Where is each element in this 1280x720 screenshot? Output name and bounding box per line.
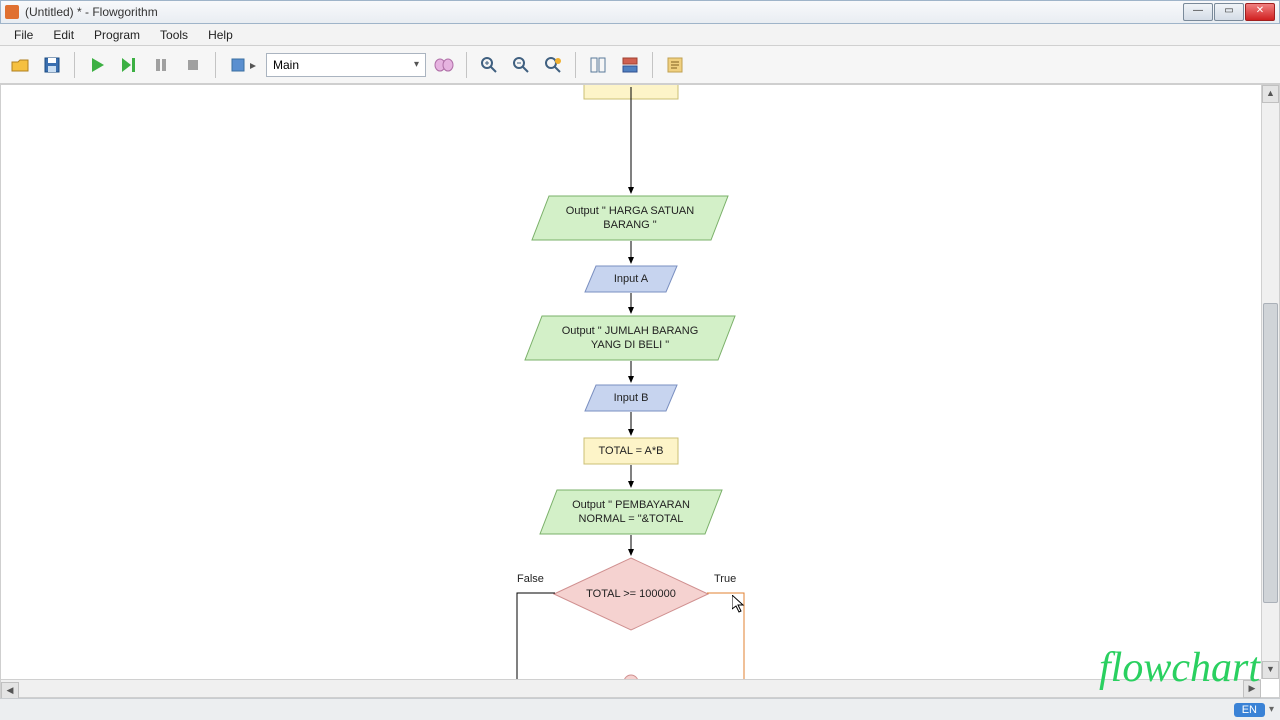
menu-edit[interactable]: Edit	[43, 26, 84, 44]
source-code-button[interactable]	[661, 51, 689, 79]
scroll-right-button[interactable]: ▶	[1243, 680, 1261, 698]
zoom-in-button[interactable]	[475, 51, 503, 79]
pause-button[interactable]	[147, 51, 175, 79]
window-title: (Untitled) * - Flowgorithm	[25, 5, 1183, 19]
mouse-cursor	[732, 595, 746, 613]
step-button[interactable]	[115, 51, 143, 79]
minimize-button[interactable]: —	[1183, 3, 1213, 21]
vscroll-track[interactable]	[1262, 103, 1279, 661]
flow-output-pembayaran[interactable]: Output " PEMBAYARAN NORMAL = "&TOTAL	[539, 489, 723, 535]
maximize-button[interactable]: ▭	[1214, 3, 1244, 21]
branch-label-true: True	[714, 573, 736, 585]
stop-button[interactable]	[179, 51, 207, 79]
app-icon	[5, 5, 19, 19]
flow-input-b[interactable]: Input B	[584, 384, 678, 412]
language-indicator[interactable]: EN	[1234, 703, 1265, 717]
speed-button[interactable]	[224, 51, 262, 79]
layout-button-2[interactable]	[616, 51, 644, 79]
vscroll-thumb[interactable]	[1263, 303, 1278, 603]
window-buttons: — ▭ ✕	[1183, 3, 1275, 21]
flow-decision-total[interactable]: TOTAL >= 100000	[553, 557, 709, 631]
function-selected-label: Main	[273, 58, 299, 72]
scroll-down-button[interactable]: ▼	[1262, 661, 1279, 679]
menu-file[interactable]: File	[4, 26, 43, 44]
run-button[interactable]	[83, 51, 111, 79]
flowchart-canvas[interactable]: Output " HARGA SATUAN BARANG " Input A O…	[1, 85, 1261, 679]
titlebar: (Untitled) * - Flowgorithm — ▭ ✕	[0, 0, 1280, 24]
scroll-up-button[interactable]: ▲	[1262, 85, 1279, 103]
menu-tools[interactable]: Tools	[150, 26, 198, 44]
flow-output-harga[interactable]: Output " HARGA SATUAN BARANG "	[531, 195, 729, 241]
toolbar: Main	[0, 46, 1280, 84]
statusbar: EN ▾	[0, 698, 1280, 720]
flow-output-jumlah[interactable]: Output " JUMLAH BARANG YANG DI BELI "	[524, 315, 736, 361]
add-function-button[interactable]	[430, 51, 458, 79]
menu-help[interactable]: Help	[198, 26, 243, 44]
menu-program[interactable]: Program	[84, 26, 150, 44]
language-dropdown-icon[interactable]: ▾	[1269, 704, 1274, 715]
zoom-out-button[interactable]	[507, 51, 535, 79]
menubar: File Edit Program Tools Help	[0, 24, 1280, 46]
zoom-fit-button[interactable]	[539, 51, 567, 79]
horizontal-scrollbar[interactable]: ◀ ▶	[1, 679, 1261, 697]
workspace: Output " HARGA SATUAN BARANG " Input A O…	[0, 84, 1280, 698]
vertical-scrollbar[interactable]: ▲ ▼	[1261, 85, 1279, 679]
open-button[interactable]	[6, 51, 34, 79]
branch-label-false: False	[517, 573, 544, 585]
flow-assign-total[interactable]: TOTAL = A*B	[583, 437, 679, 465]
flow-input-a[interactable]: Input A	[584, 265, 678, 293]
save-button[interactable]	[38, 51, 66, 79]
layout-button-1[interactable]	[584, 51, 612, 79]
close-button[interactable]: ✕	[1245, 3, 1275, 21]
function-select[interactable]: Main	[266, 53, 426, 77]
